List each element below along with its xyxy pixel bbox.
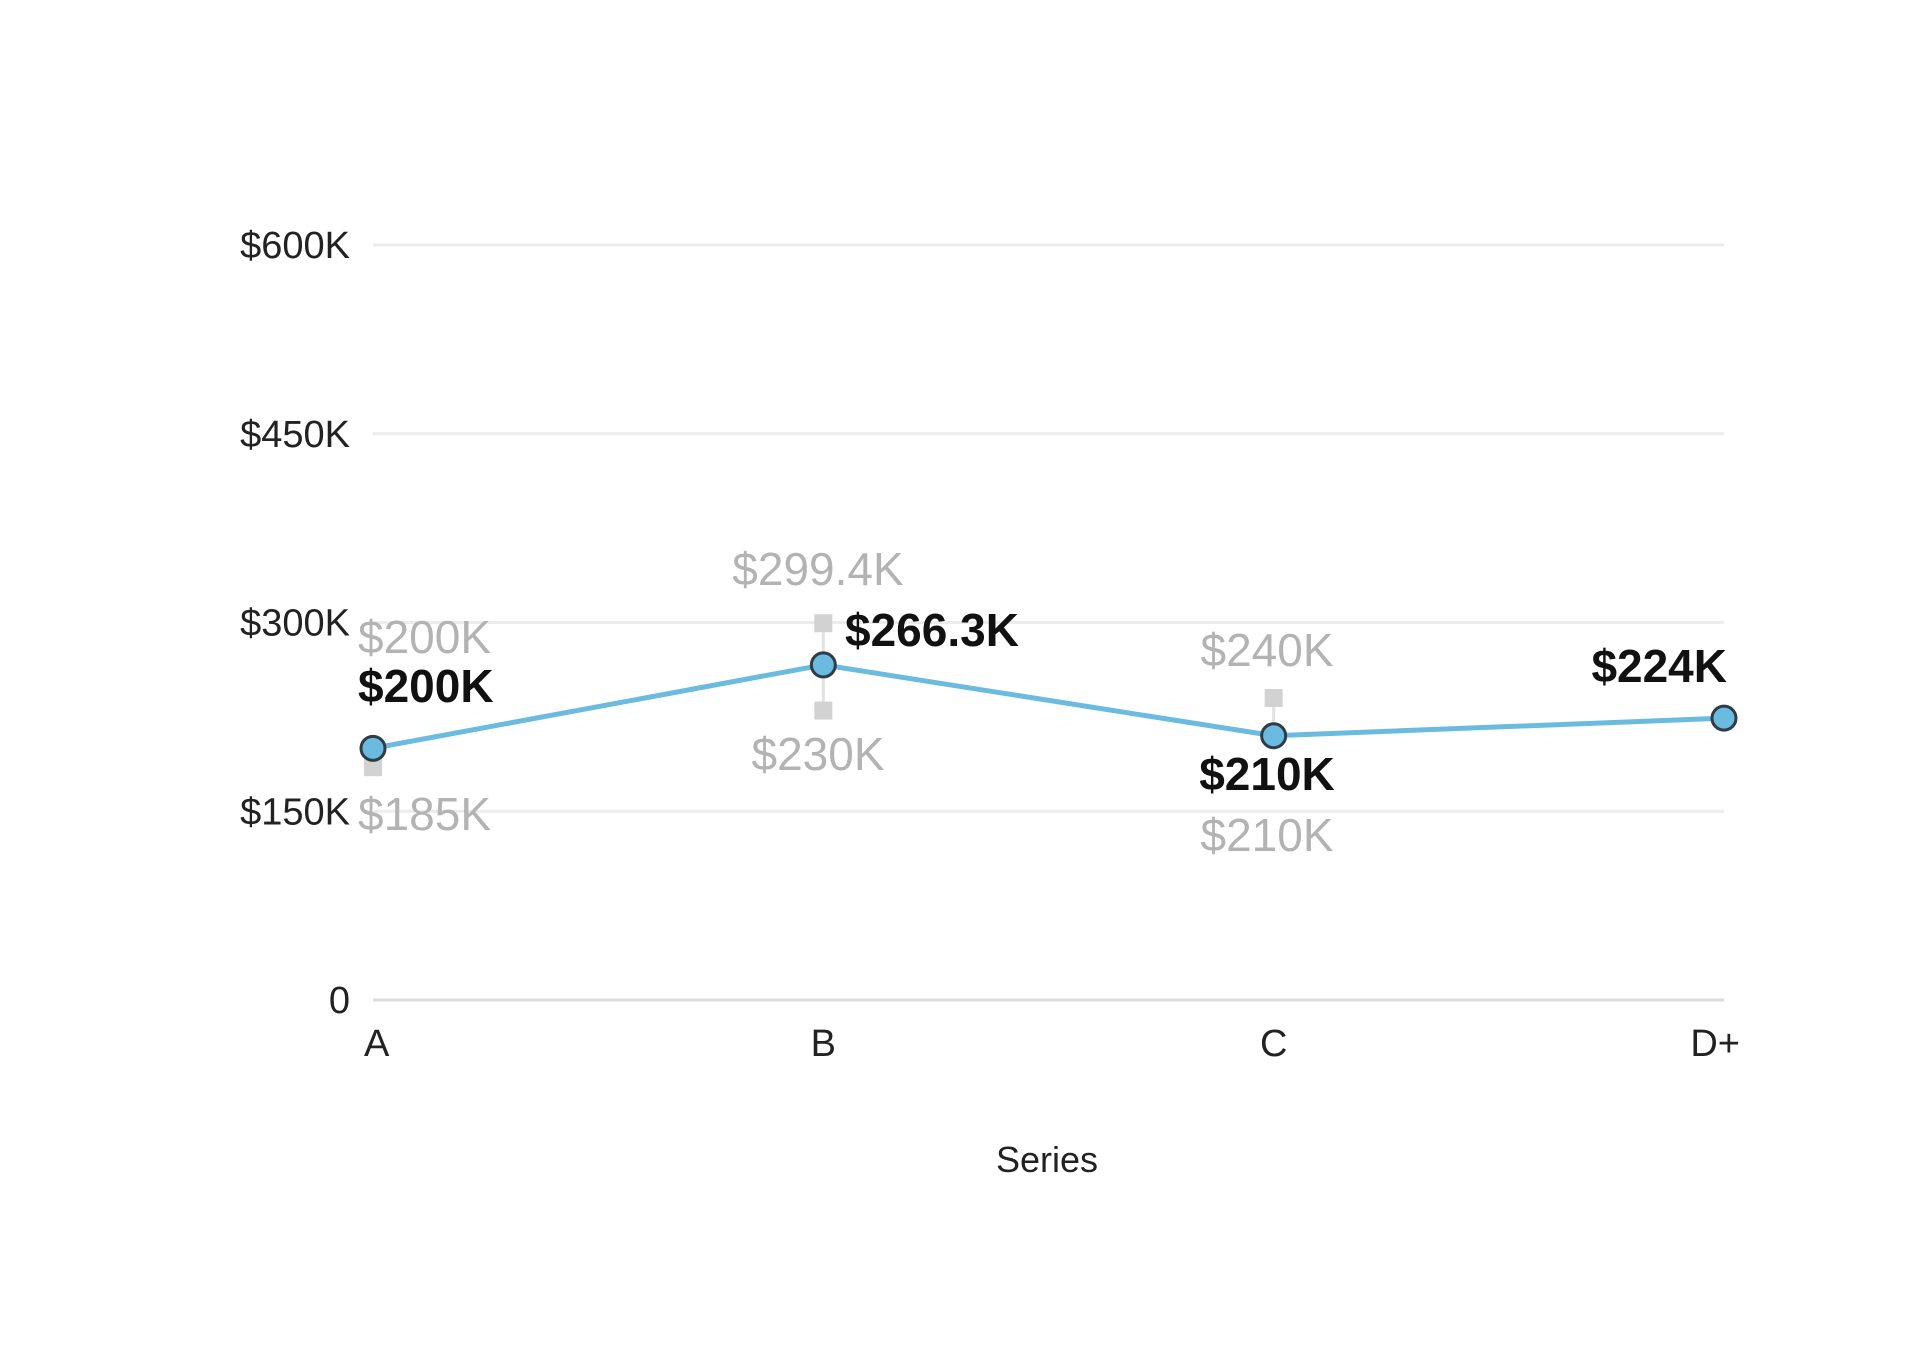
x-tick-label: D+: [1690, 1023, 1740, 1065]
data-point[interactable]: [1260, 722, 1288, 750]
y-axis: 0 $150K $300K $450K $600K: [240, 225, 350, 1022]
range-high-label: $200K: [358, 611, 491, 663]
value-label: $266.3K: [845, 604, 1019, 656]
gridlines: [373, 243, 1724, 1002]
y-tick-label: $450K: [240, 414, 350, 456]
x-axis-title: Series: [996, 1139, 1098, 1180]
x-tick-label: A: [364, 1023, 390, 1065]
range-low-marker: [814, 701, 833, 720]
value-label: $210K: [1199, 748, 1335, 800]
value-label: $224K: [1591, 640, 1727, 692]
range-low-label: $210K: [1200, 809, 1333, 861]
x-axis: A B C D+: [364, 1023, 1740, 1065]
data-point[interactable]: [1710, 704, 1738, 732]
range-high-marker: [1264, 689, 1283, 707]
x-tick-label: C: [1260, 1023, 1287, 1065]
range-low-label: $185K: [358, 788, 491, 840]
range-high-marker: [814, 614, 833, 633]
series-line: [370, 662, 1727, 751]
value-label: $200K: [358, 660, 494, 712]
x-tick-label: B: [811, 1023, 836, 1065]
data-points: [359, 651, 1738, 762]
y-tick-label: $150K: [240, 791, 350, 833]
y-tick-label: $600K: [240, 225, 350, 267]
range-high-label: $240K: [1200, 624, 1333, 676]
data-point[interactable]: [359, 734, 387, 762]
data-labels: $200K $185K $299.4K $230K $240K $210K $200K $26…: [358, 543, 1727, 861]
y-tick-label: 0: [329, 980, 350, 1022]
range-high-label: $299.4K: [732, 543, 904, 595]
data-point[interactable]: [809, 651, 837, 679]
range-low-label: $230K: [751, 728, 884, 780]
y-tick-label: $300K: [240, 603, 350, 645]
range-low-marker: [364, 758, 382, 777]
